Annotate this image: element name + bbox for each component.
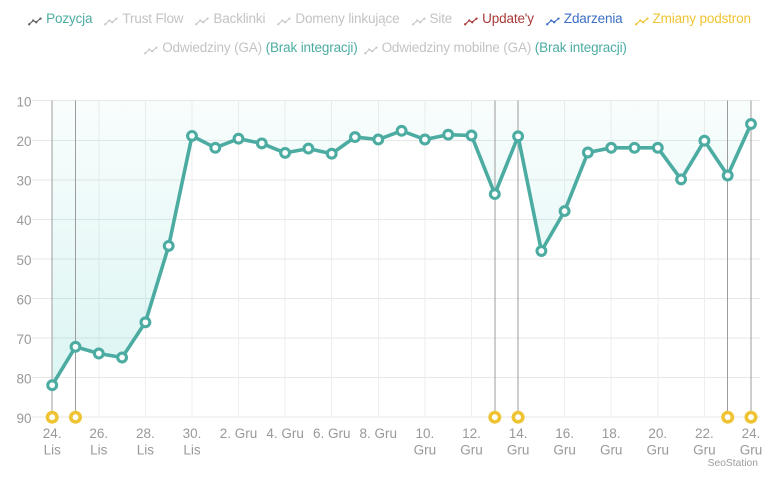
svg-text:22.: 22. xyxy=(695,426,714,441)
svg-text:4. Gru: 4. Gru xyxy=(266,426,304,441)
svg-text:Lis: Lis xyxy=(137,443,155,458)
svg-text:Gru: Gru xyxy=(414,443,437,458)
svg-text:20.: 20. xyxy=(648,426,667,441)
svg-text:40: 40 xyxy=(16,213,31,228)
svg-text:28.: 28. xyxy=(136,426,155,441)
svg-text:80: 80 xyxy=(16,371,31,386)
svg-text:6. Gru: 6. Gru xyxy=(313,426,351,441)
svg-text:24.: 24. xyxy=(43,426,62,441)
svg-text:Gru: Gru xyxy=(600,443,623,458)
svg-text:18.: 18. xyxy=(602,426,621,441)
svg-text:Gru: Gru xyxy=(507,443,530,458)
svg-text:90: 90 xyxy=(16,411,31,426)
svg-text:14.: 14. xyxy=(509,426,528,441)
svg-text:16.: 16. xyxy=(555,426,574,441)
svg-text:8. Gru: 8. Gru xyxy=(360,426,398,441)
svg-text:2. Gru: 2. Gru xyxy=(220,426,258,441)
svg-text:Gru: Gru xyxy=(647,443,670,458)
svg-text:SeoStation: SeoStation xyxy=(708,458,759,469)
svg-text:20: 20 xyxy=(16,134,31,149)
svg-text:24.: 24. xyxy=(742,426,761,441)
svg-text:Lis: Lis xyxy=(44,443,62,458)
svg-text:26.: 26. xyxy=(89,426,108,441)
svg-text:30.: 30. xyxy=(183,426,202,441)
svg-text:12.: 12. xyxy=(462,426,481,441)
svg-text:Lis: Lis xyxy=(90,443,108,458)
svg-text:50: 50 xyxy=(16,253,31,268)
svg-text:10: 10 xyxy=(16,95,31,110)
svg-text:Gru: Gru xyxy=(693,443,716,458)
svg-text:Gru: Gru xyxy=(740,443,763,458)
svg-text:Gru: Gru xyxy=(460,443,483,458)
svg-text:10.: 10. xyxy=(416,426,435,441)
svg-text:60: 60 xyxy=(16,292,31,307)
svg-text:30: 30 xyxy=(16,174,31,189)
svg-text:Lis: Lis xyxy=(183,443,201,458)
svg-text:70: 70 xyxy=(16,332,31,347)
svg-text:Gru: Gru xyxy=(553,443,576,458)
